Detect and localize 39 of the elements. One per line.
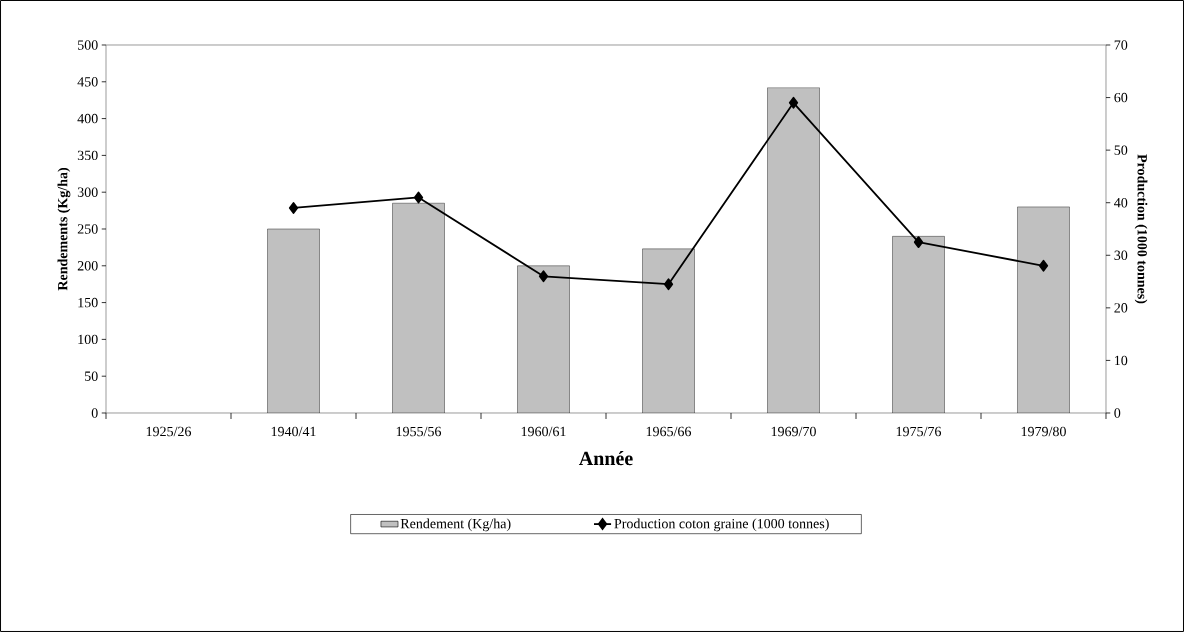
x-tick-label: 1975/76 (896, 426, 942, 437)
y-tick-label: 450 (77, 77, 98, 87)
legend-label: Rendement (Kg/ha) (400, 518, 511, 532)
y2-tick-label: 20 (1114, 303, 1128, 313)
x-tick-label: 1969/70 (771, 426, 816, 437)
y-axis-title: Rendements (Kg/ha) (57, 167, 71, 291)
y2-tick-label: 10 (1115, 355, 1128, 366)
x-tick-label: 1979/80 (1021, 426, 1066, 437)
point (1038, 259, 1049, 272)
x-axis-title: Année (578, 451, 633, 466)
y-tick-label: 400 (77, 113, 98, 124)
point (913, 236, 924, 249)
legend-label: Production coton graine (1000 tonnes) (614, 518, 829, 532)
y2-tick-label: 50 (1114, 145, 1128, 155)
y-tick-label: 300 (77, 187, 98, 197)
point (788, 96, 799, 109)
y-tick-label: 0 (91, 408, 98, 418)
y2-tick-label: 40 (1114, 197, 1128, 208)
y2-tick-label: 0 (1114, 408, 1121, 418)
x-tick-label: 1925/26 (146, 426, 192, 437)
y2-tick-label: 60 (1114, 92, 1128, 103)
y-tick-label: 500 (78, 40, 98, 50)
y-tick-label: 350 (77, 150, 98, 161)
x-tick-label: 1965/66 (646, 426, 692, 437)
point (288, 202, 299, 214)
x-tick-label: 1960/61 (521, 426, 566, 437)
y-tick-label: 50 (85, 371, 98, 381)
y-tick-label: 100 (78, 334, 98, 345)
y2-tick-label: 30 (1114, 250, 1128, 261)
y-tick-label: 150 (78, 297, 98, 308)
point (413, 191, 424, 204)
x-tick-label: 1955/56 (396, 426, 442, 437)
point (538, 270, 549, 283)
y2-tick-label: 70 (1114, 40, 1128, 50)
y2-axis-title: Production (1000 tonnes) (1134, 154, 1148, 304)
y-tick-label: 250 (77, 224, 98, 234)
point (663, 278, 674, 291)
x-tick-label: 1940/41 (271, 426, 316, 437)
y-tick-label: 200 (77, 261, 98, 271)
